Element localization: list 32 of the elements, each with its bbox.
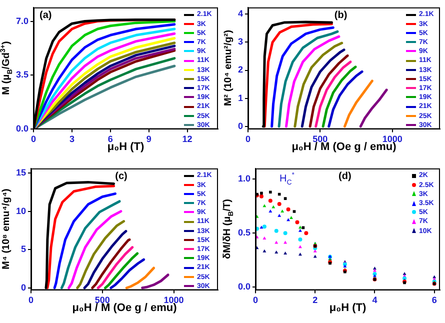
y-tick-label: 5: [20, 244, 26, 254]
annotation: (b): [334, 10, 348, 22]
x-axis-title: μ₀H / M (Oe g / emu): [292, 141, 396, 154]
annotation: (c): [115, 171, 128, 182]
x-tick-label: 0: [253, 295, 258, 306]
y-tick-label: 7.0: [16, 16, 29, 26]
x-tick-label: 3: [69, 134, 74, 144]
y-tick-label: 0.0: [238, 281, 251, 292]
x-axis-title: μ₀H / M (Oe g / emu): [72, 302, 177, 314]
y-axis-title: M⁴ (10⁸ emu⁴/g⁴): [1, 188, 12, 270]
x-tick-label: 0: [31, 134, 36, 144]
y-tick-label: 0: [20, 282, 26, 292]
y-tick-label: 1.0: [238, 174, 251, 184]
y-tick-label: 1: [238, 92, 244, 103]
y-tick-label: 0: [238, 120, 244, 131]
x-axis-title: μ₀H (T): [329, 302, 366, 314]
y-tick-label: 15: [16, 167, 26, 178]
y-tick-label: 0.5: [238, 228, 251, 238]
y-tick-label: 0.0: [16, 124, 29, 134]
y-axis-title: M² (10⁴ emu²/g²): [223, 30, 234, 106]
annotation: (d): [338, 171, 352, 182]
x-tick-label: 6: [432, 295, 437, 306]
x-tick-label: 12: [182, 134, 192, 144]
y-tick-label: 3.5: [16, 70, 29, 80]
x-tick-label: 9: [146, 134, 152, 144]
annotation: (a): [40, 10, 52, 22]
y-tick-label: 3: [238, 36, 244, 47]
y-tick-label: 10: [16, 206, 26, 216]
x-tick-label: 2: [312, 295, 318, 306]
y-tick-label: 2: [238, 64, 244, 75]
y-tick-label: 4: [238, 8, 244, 19]
x-tick-label: 4: [372, 295, 378, 306]
